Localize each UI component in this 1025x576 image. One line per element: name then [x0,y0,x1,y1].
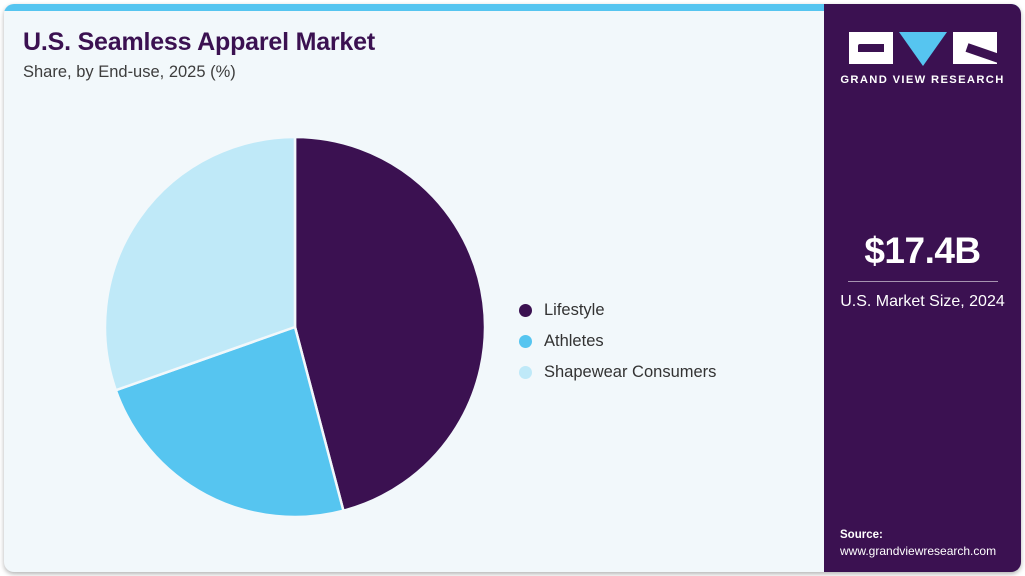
pie-slice-shapewear-consumers[interactable] [105,137,297,392]
market-size-stat: $17.4B U.S. Market Size, 2024 [824,230,1021,312]
source-title: Source: [840,529,883,541]
legend-swatch-icon [519,335,532,348]
logo-r-icon [952,32,997,64]
logo-g-icon [848,32,893,64]
side-panel: GRAND VIEW RESEARCH $17.4B U.S. Market S… [824,4,1021,572]
legend-item-athletes[interactable]: Athletes [519,326,799,357]
chart-area: U.S. Seamless Apparel Market Share, by E… [4,11,824,572]
logo-v-triangle-icon [898,32,947,66]
stat-divider [847,280,998,282]
page-subtitle: Share, by End-use, 2025 (%) [23,62,236,81]
legend-item-label: Shapewear Consumers [544,363,717,382]
pie-slice-group [105,137,485,517]
infographic-card: U.S. Seamless Apparel Market Share, by E… [4,4,1021,572]
legend-swatch-icon [519,304,532,317]
source-url[interactable]: www.grandviewresearch.com [840,544,997,558]
chart-legend: Lifestyle Athletes Shapewear Consumers [519,295,799,388]
page-title: U.S. Seamless Apparel Market [23,28,375,56]
top-accent-bar [4,4,1021,11]
legend-item-lifestyle[interactable]: Lifestyle [519,295,799,326]
legend-item-shapewear-consumers[interactable]: Shapewear Consumers [519,357,799,388]
pie-chart [105,137,485,517]
pie-slice-lifestyle[interactable] [293,137,485,513]
legend-item-label: Lifestyle [544,301,605,320]
pie-chart-svg [105,137,485,517]
legend-item-label: Athletes [544,332,604,351]
title-block: U.S. Seamless Apparel Market Share, by E… [23,28,723,82]
source-block: Source: www.grandviewresearch.com [840,529,1013,558]
logo-marks [824,32,1021,66]
brand-logo: GRAND VIEW RESEARCH [824,32,1021,86]
stat-label: U.S. Market Size, 2024 [840,292,1005,310]
logo-wordmark: GRAND VIEW RESEARCH [840,74,1005,86]
stat-value: $17.4B [864,230,981,271]
legend-swatch-icon [519,366,532,379]
pie-slice-athletes[interactable] [114,325,345,517]
